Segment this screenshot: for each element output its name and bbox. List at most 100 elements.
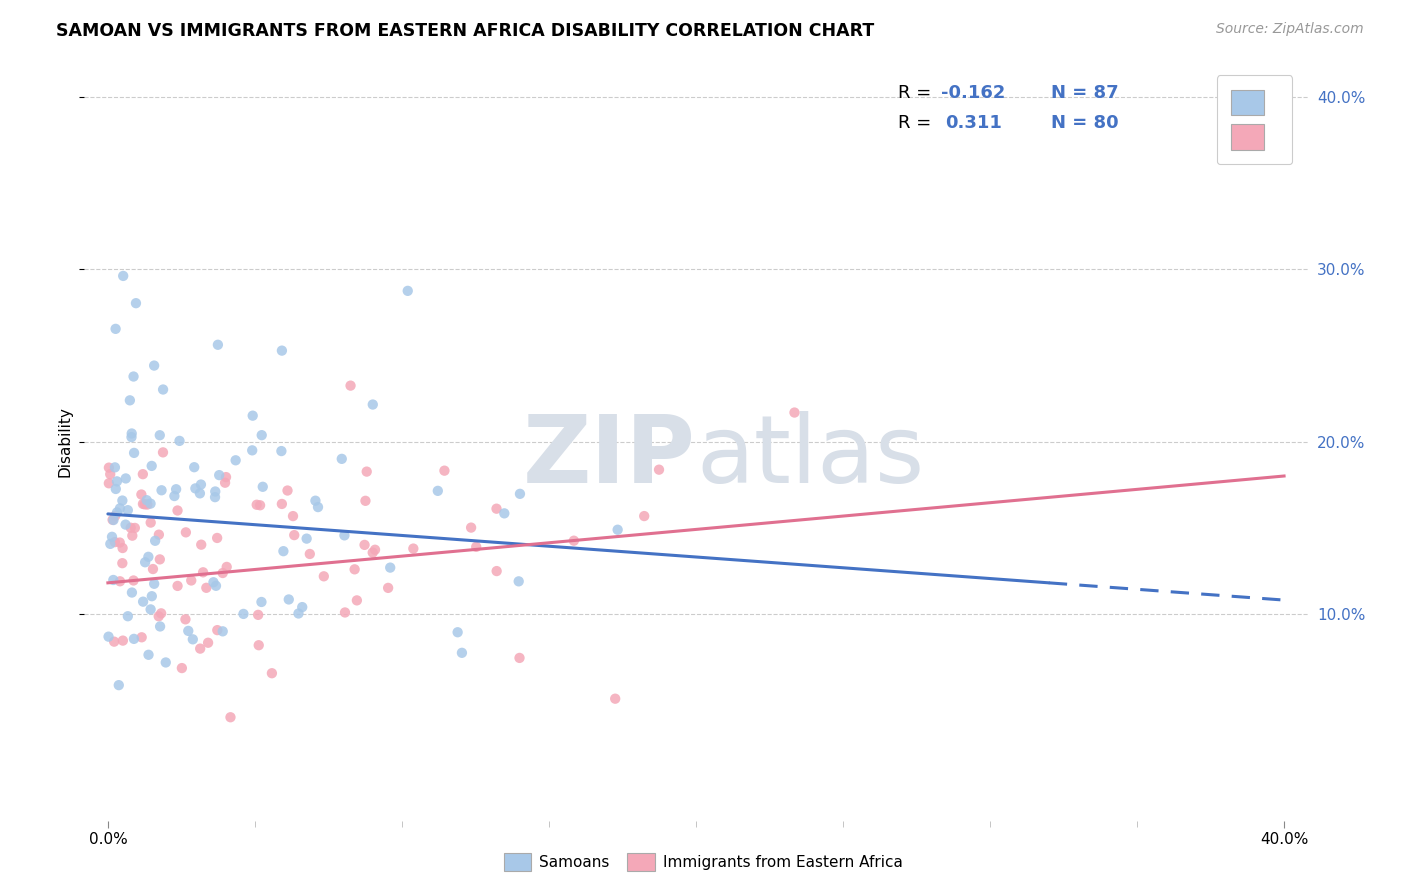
Point: [97, 630, 120, 644]
Point: [103, 634, 125, 648]
Point: [174, 612, 197, 626]
Point: [250, 428, 273, 442]
Point: [111, 541, 134, 555]
Point: [312, 569, 335, 583]
Point: [247, 607, 270, 622]
Point: [122, 574, 145, 588]
Point: [346, 593, 368, 607]
Point: [132, 467, 155, 482]
Point: [208, 468, 231, 483]
Point: [141, 589, 163, 603]
Point: [205, 579, 228, 593]
Point: [426, 483, 449, 498]
Point: [155, 656, 177, 670]
Point: [108, 501, 131, 516]
Point: [197, 636, 219, 650]
Point: [142, 562, 165, 576]
Point: [485, 564, 508, 578]
Point: [121, 426, 143, 441]
Point: [562, 533, 585, 548]
Point: [246, 498, 269, 512]
Point: [204, 484, 226, 499]
Point: [104, 508, 127, 523]
Point: [104, 322, 127, 336]
Point: [183, 460, 205, 475]
Point: [184, 482, 207, 496]
Point: [485, 501, 508, 516]
Point: [377, 581, 399, 595]
Point: [170, 661, 193, 675]
Point: [207, 338, 229, 352]
Point: [181, 632, 204, 647]
Point: [205, 531, 228, 545]
Point: [104, 535, 127, 549]
Point: [281, 509, 304, 524]
Point: [132, 595, 155, 609]
Point: [291, 600, 314, 615]
Point: [125, 296, 148, 310]
Point: [219, 710, 242, 724]
Point: [97, 476, 120, 491]
Point: [298, 547, 321, 561]
Text: Source: ZipAtlas.com: Source: ZipAtlas.com: [1216, 22, 1364, 37]
Text: SAMOAN VS IMMIGRANTS FROM EASTERN AFRICA DISABILITY CORRELATION CHART: SAMOAN VS IMMIGRANTS FROM EASTERN AFRICA…: [56, 22, 875, 40]
Point: [150, 483, 173, 498]
Point: [364, 542, 387, 557]
Point: [287, 607, 309, 621]
Point: [131, 487, 153, 501]
Point: [121, 430, 143, 444]
Text: R =: R =: [898, 114, 942, 132]
Point: [247, 638, 270, 652]
Point: [605, 691, 627, 706]
Point: [108, 574, 131, 589]
Point: [138, 648, 160, 662]
Point: [121, 529, 143, 543]
Point: [339, 378, 361, 392]
Point: [101, 513, 124, 527]
Point: [380, 560, 402, 574]
Point: [143, 533, 166, 548]
Point: [163, 489, 186, 503]
Point: [465, 540, 488, 554]
Point: [190, 477, 212, 491]
Point: [191, 566, 214, 580]
Point: [134, 497, 156, 511]
Point: [114, 471, 136, 485]
Point: [250, 595, 273, 609]
Text: R =: R =: [898, 84, 936, 102]
Point: [148, 609, 170, 624]
Point: [494, 507, 516, 521]
Point: [240, 443, 263, 458]
Point: [122, 632, 145, 646]
Point: [108, 535, 131, 549]
Point: [195, 581, 218, 595]
Point: [270, 497, 292, 511]
Point: [330, 451, 353, 466]
Point: [283, 528, 305, 542]
Text: N = 80: N = 80: [1050, 114, 1118, 132]
Point: [211, 566, 233, 580]
Point: [165, 482, 187, 496]
Point: [143, 359, 166, 373]
Text: ZIP: ZIP: [523, 410, 696, 503]
Point: [190, 538, 212, 552]
Point: [104, 460, 127, 475]
Point: [252, 480, 274, 494]
Point: [307, 500, 329, 514]
Point: [139, 516, 162, 530]
Point: [121, 585, 143, 599]
Point: [242, 409, 264, 423]
Point: [174, 525, 197, 540]
Point: [451, 646, 474, 660]
Point: [149, 428, 172, 442]
Legend: , : ,: [1216, 75, 1292, 164]
Point: [169, 434, 191, 448]
Point: [273, 544, 295, 558]
Text: 0.311: 0.311: [945, 114, 1002, 132]
Point: [132, 497, 155, 511]
Point: [114, 517, 136, 532]
Point: [204, 490, 226, 504]
Point: [509, 487, 531, 501]
Point: [396, 284, 419, 298]
Point: [446, 625, 468, 640]
